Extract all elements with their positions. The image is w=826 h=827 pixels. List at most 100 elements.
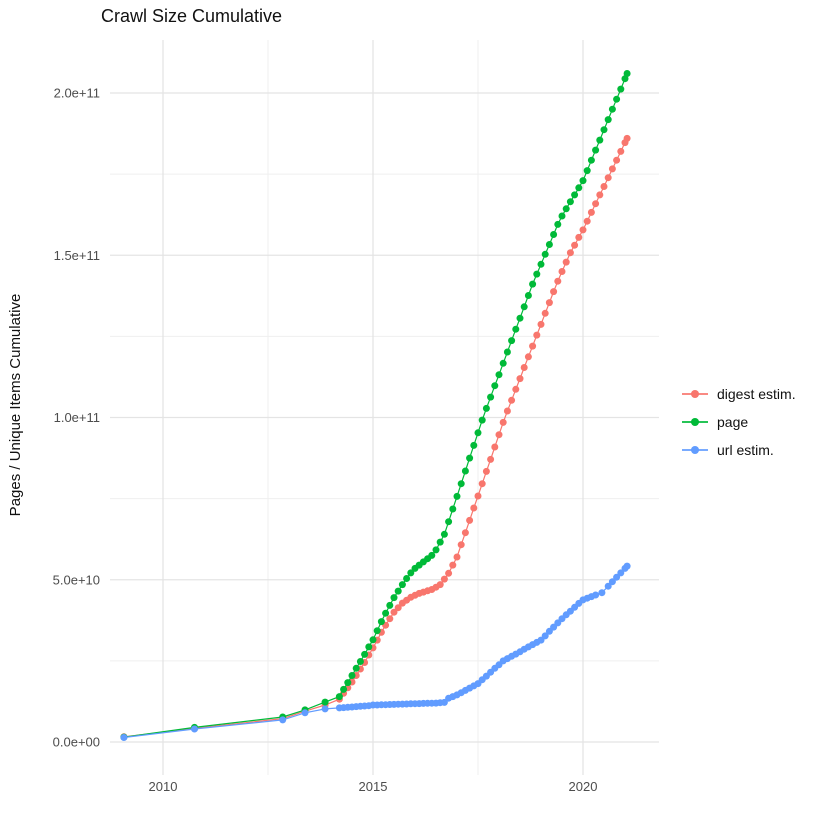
data-point <box>623 70 631 77</box>
data-point <box>592 591 600 599</box>
x-tick-label: 2010 <box>149 779 178 794</box>
data-point <box>457 541 465 549</box>
data-point <box>445 569 453 577</box>
data-point <box>592 146 600 154</box>
data-point <box>598 589 606 597</box>
data-point <box>520 364 528 371</box>
data-point <box>495 431 503 439</box>
data-point <box>386 615 394 623</box>
data-point <box>562 258 570 266</box>
data-point <box>558 268 566 275</box>
legend-dot-icon <box>691 418 699 426</box>
data-point <box>503 348 511 356</box>
data-point <box>340 685 348 693</box>
legend-dot-icon <box>691 390 699 398</box>
legend-item-page: page <box>682 408 796 436</box>
data-point <box>491 443 499 451</box>
data-point <box>604 116 612 124</box>
data-point <box>449 505 457 513</box>
data-point <box>390 594 398 602</box>
data-point <box>436 538 444 546</box>
data-point <box>445 518 453 526</box>
data-point <box>587 156 595 164</box>
legend-item-digest: digest estim. <box>682 380 796 408</box>
data-point <box>398 581 406 589</box>
data-point <box>508 337 516 345</box>
data-point <box>352 664 360 672</box>
data-point <box>335 693 343 701</box>
series-line-urlestim <box>123 565 628 739</box>
data-point <box>623 562 631 570</box>
data-point <box>533 331 541 339</box>
data-point <box>554 220 562 228</box>
data-point <box>301 709 309 717</box>
data-point <box>537 320 545 328</box>
data-point <box>403 575 411 582</box>
data-point <box>592 200 600 208</box>
data-point <box>604 174 612 182</box>
legend-label-url: url estim. <box>717 442 774 458</box>
data-point <box>600 126 608 134</box>
data-point <box>516 375 524 383</box>
data-point <box>545 241 553 248</box>
data-point <box>321 705 329 713</box>
data-point <box>436 581 444 589</box>
data-point <box>579 177 587 185</box>
data-point <box>394 587 402 595</box>
data-point <box>470 441 478 449</box>
data-point <box>386 601 394 609</box>
data-point <box>461 529 469 537</box>
data-point <box>566 198 574 206</box>
data-point <box>579 226 587 234</box>
data-point <box>428 551 436 559</box>
data-point <box>482 404 490 412</box>
data-point <box>407 569 415 577</box>
data-point <box>617 147 625 155</box>
data-point <box>541 250 549 258</box>
y-tick-label: 2.0e+11 <box>54 86 100 101</box>
data-point <box>377 618 385 626</box>
data-point <box>344 679 352 687</box>
data-point <box>440 530 448 538</box>
data-point <box>608 165 616 173</box>
data-point <box>617 85 625 93</box>
data-point <box>545 299 553 307</box>
data-point <box>575 184 583 192</box>
data-point <box>608 578 616 586</box>
data-point <box>566 249 574 257</box>
data-point <box>571 191 579 199</box>
x-tick-label: 2020 <box>569 779 598 794</box>
data-point <box>499 359 507 367</box>
data-point <box>571 241 579 249</box>
data-point <box>583 167 591 175</box>
chart-title: Crawl Size Cumulative <box>101 6 283 26</box>
data-point <box>279 716 287 724</box>
data-point <box>440 575 448 583</box>
data-point <box>474 429 482 437</box>
data-point <box>554 277 562 285</box>
data-point <box>466 516 474 524</box>
data-point <box>361 650 369 658</box>
data-point <box>613 95 621 103</box>
y-tick-label: 1.5e+11 <box>54 248 100 263</box>
data-point <box>533 270 541 278</box>
data-point <box>382 609 390 617</box>
data-point <box>503 407 511 415</box>
data-point <box>550 231 558 238</box>
data-point <box>613 156 621 164</box>
data-point <box>390 608 398 616</box>
data-point <box>499 418 507 426</box>
data-point <box>466 454 474 462</box>
data-point <box>495 371 503 379</box>
data-point <box>491 382 499 390</box>
y-tick-label: 0.0e+00 <box>53 735 100 750</box>
legend-label-digest: digest estim. <box>717 386 796 402</box>
data-point <box>348 672 356 679</box>
legend-label-page: page <box>717 414 749 430</box>
data-point <box>558 212 566 220</box>
data-point <box>604 582 612 590</box>
data-point <box>369 636 377 644</box>
data-point <box>613 573 621 581</box>
